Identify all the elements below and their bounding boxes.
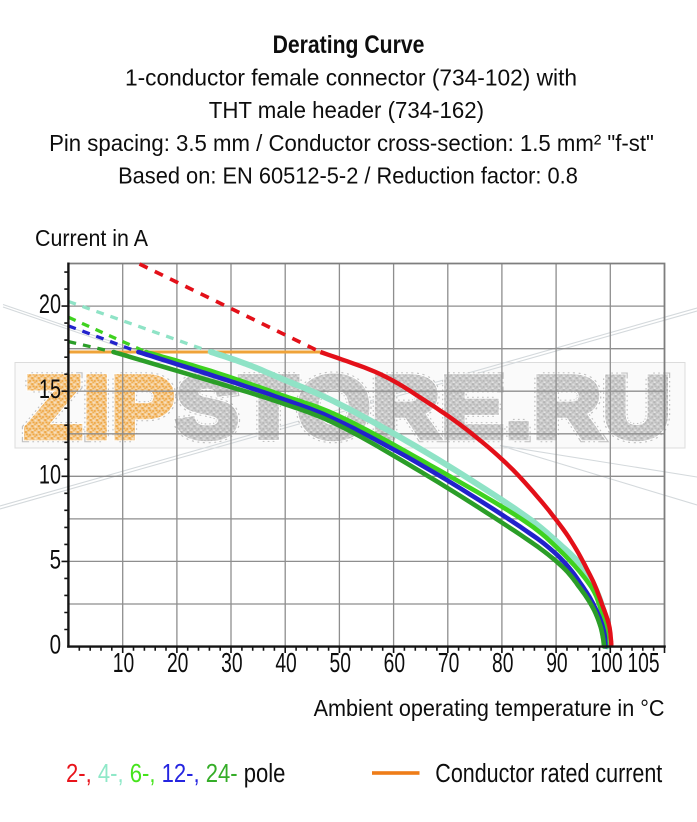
svg-text:10: 10: [39, 460, 61, 489]
svg-text:Based on: EN 60512-5-2 / Reduc: Based on: EN 60512-5-2 / Reduction facto…: [118, 162, 578, 189]
svg-text:105: 105: [627, 649, 659, 679]
svg-text:40: 40: [275, 649, 296, 679]
svg-text:THT male header (734-162): THT male header (734-162): [209, 97, 484, 124]
svg-text:20: 20: [39, 289, 61, 318]
svg-text:15: 15: [39, 374, 61, 403]
svg-text:50: 50: [329, 649, 350, 679]
svg-text:Ambient operating temperature: Ambient operating temperature in °C: [314, 695, 665, 721]
svg-text:90: 90: [546, 649, 567, 679]
svg-text:0: 0: [50, 631, 61, 660]
svg-text:Pin spacing: 3.5 mm / Conducto: Pin spacing: 3.5 mm / Conductor cross-se…: [49, 129, 654, 156]
svg-text:30: 30: [221, 649, 242, 679]
svg-text:Current in A: Current in A: [35, 225, 148, 251]
svg-text:80: 80: [492, 649, 513, 679]
svg-text:60: 60: [384, 649, 405, 679]
svg-text:ZIPSTORE.RU: ZIPSTORE.RU: [25, 359, 673, 455]
svg-text:100: 100: [590, 649, 622, 679]
svg-text:70: 70: [438, 649, 459, 679]
svg-text:Derating Curve: Derating Curve: [273, 30, 425, 58]
svg-text:1-conductor female connector (: 1-conductor female connector (734-102) w…: [125, 64, 577, 90]
svg-text:2-, 4-, 6-, 12-, 24- pole: 2-, 4-, 6-, 12-, 24- pole: [66, 760, 285, 789]
svg-text:5: 5: [50, 546, 61, 575]
svg-text:10: 10: [113, 649, 134, 679]
svg-text:Conductor rated current: Conductor rated current: [435, 759, 662, 787]
svg-text:20: 20: [167, 649, 188, 679]
